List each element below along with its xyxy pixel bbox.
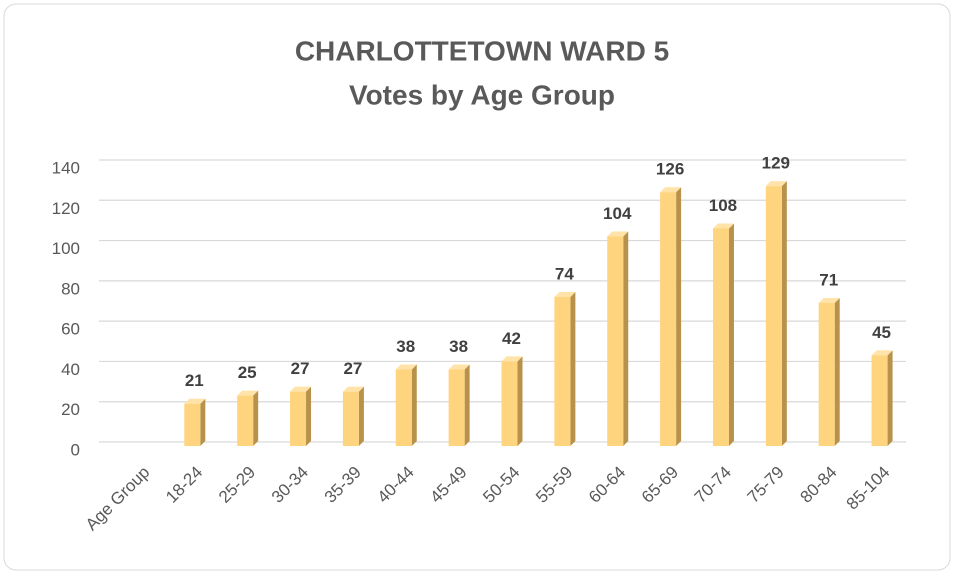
bar — [342, 386, 364, 446]
data-label: 38 — [449, 337, 468, 356]
data-label: 104 — [603, 204, 632, 223]
y-tick-label: 60 — [61, 320, 80, 339]
chart-title: CHARLOTTETOWN WARD 5 — [295, 35, 669, 66]
chart-subtitle: Votes by Age Group — [349, 79, 615, 110]
y-tick-label: 140 — [52, 158, 80, 177]
data-label: 27 — [291, 359, 310, 378]
data-label: 71 — [819, 270, 838, 289]
bar — [501, 356, 523, 446]
y-tick-label: 0 — [71, 440, 80, 459]
bar — [395, 364, 417, 446]
y-tick-label: 40 — [61, 360, 80, 379]
bar — [712, 223, 734, 446]
data-label: 129 — [762, 154, 790, 173]
bar — [290, 386, 312, 446]
data-label: 25 — [238, 363, 257, 382]
bar — [871, 350, 893, 446]
y-tick-label: 100 — [52, 239, 80, 258]
y-tick-label: 120 — [52, 199, 80, 218]
data-label: 74 — [555, 264, 574, 283]
bar — [660, 187, 682, 446]
data-label: 108 — [709, 196, 737, 215]
data-label: 42 — [502, 329, 521, 348]
y-tick-label: 20 — [61, 400, 80, 419]
bar — [607, 231, 629, 446]
bar — [448, 364, 470, 446]
data-label: 126 — [656, 160, 684, 179]
data-label: 45 — [872, 323, 891, 342]
data-label: 38 — [396, 337, 415, 356]
bar — [237, 390, 259, 446]
data-label: 27 — [343, 359, 362, 378]
bar — [184, 398, 206, 446]
y-tick-label: 80 — [61, 279, 80, 298]
bar — [765, 181, 787, 446]
bar — [818, 297, 840, 446]
bar — [554, 291, 576, 446]
data-label: 21 — [185, 371, 204, 390]
